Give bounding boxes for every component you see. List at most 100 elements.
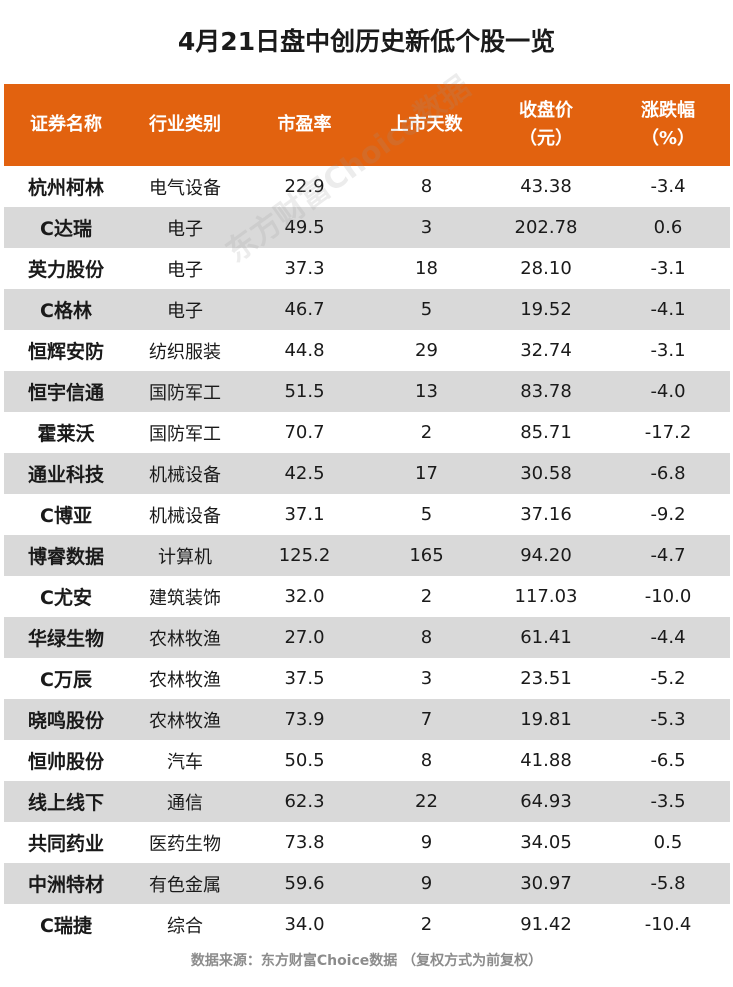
table-row: 恒辉安防 纺织服装 44.8 29 32.74 -3.1 bbox=[4, 330, 730, 371]
cell-industry: 汽车 bbox=[128, 740, 242, 781]
cell-change: -4.0 bbox=[606, 371, 730, 412]
cell-industry: 国防军工 bbox=[128, 412, 242, 453]
cell-change: -5.2 bbox=[606, 658, 730, 699]
table-row: 线上线下 通信 62.3 22 64.93 -3.5 bbox=[4, 781, 730, 822]
cell-industry: 有色金属 bbox=[128, 863, 242, 904]
cell-industry: 医药生物 bbox=[128, 822, 242, 863]
cell-industry: 通信 bbox=[128, 781, 242, 822]
table-header-row: 证券名称 行业类别 市盈率 上市天数 收盘价 （元） 涨跌幅 （%） bbox=[4, 84, 730, 166]
cell-name: 博睿数据 bbox=[4, 535, 128, 576]
cell-industry: 机械设备 bbox=[128, 453, 242, 494]
table-row: 恒帅股份 汽车 50.5 8 41.88 -6.5 bbox=[4, 740, 730, 781]
stock-table: 证券名称 行业类别 市盈率 上市天数 收盘价 （元） 涨跌幅 （%） 杭州柯林电… bbox=[4, 84, 730, 945]
table-row: C万辰 农林牧渔 37.5 3 23.51 -5.2 bbox=[4, 658, 730, 699]
cell-change: -3.1 bbox=[606, 330, 730, 371]
cell-change: -4.1 bbox=[606, 289, 730, 330]
cell-close: 117.03 bbox=[486, 576, 606, 617]
cell-name: C瑞捷 bbox=[4, 904, 128, 945]
cell-change: -3.5 bbox=[606, 781, 730, 822]
cell-name: 英力股份 bbox=[4, 248, 128, 289]
cell-pe: 70.7 bbox=[242, 412, 367, 453]
cell-name: 共同药业 bbox=[4, 822, 128, 863]
cell-days: 8 bbox=[367, 166, 486, 207]
table-row: 杭州柯林 电气设备 22.9 8 43.38 -3.4 bbox=[4, 166, 730, 207]
table-row: C博亚 机械设备 37.1 5 37.16 -9.2 bbox=[4, 494, 730, 535]
cell-change: 0.6 bbox=[606, 207, 730, 248]
header-industry: 行业类别 bbox=[128, 84, 242, 166]
cell-industry: 计算机 bbox=[128, 535, 242, 576]
table-row: 英力股份 电子 37.3 18 28.10 -3.1 bbox=[4, 248, 730, 289]
cell-days: 165 bbox=[367, 535, 486, 576]
cell-pe: 42.5 bbox=[242, 453, 367, 494]
header-close-line2: （元） bbox=[519, 128, 573, 149]
cell-industry: 纺织服装 bbox=[128, 330, 242, 371]
cell-name: C达瑞 bbox=[4, 207, 128, 248]
cell-close: 64.93 bbox=[486, 781, 606, 822]
cell-pe: 37.3 bbox=[242, 248, 367, 289]
cell-pe: 37.5 bbox=[242, 658, 367, 699]
cell-pe: 73.8 bbox=[242, 822, 367, 863]
cell-days: 8 bbox=[367, 740, 486, 781]
cell-name: C尤安 bbox=[4, 576, 128, 617]
cell-pe: 73.9 bbox=[242, 699, 367, 740]
cell-name: 线上线下 bbox=[4, 781, 128, 822]
table-body: 杭州柯林 电气设备 22.9 8 43.38 -3.4 C达瑞 电子 49.5 3 202.78 0.… bbox=[4, 166, 730, 945]
header-close-line1: 收盘价 bbox=[519, 100, 573, 121]
cell-days: 2 bbox=[367, 576, 486, 617]
cell-pe: 37.1 bbox=[242, 494, 367, 535]
cell-name: C格林 bbox=[4, 289, 128, 330]
cell-days: 3 bbox=[367, 207, 486, 248]
cell-days: 2 bbox=[367, 904, 486, 945]
table-row: C达瑞 电子 49.5 3 202.78 0.6 bbox=[4, 207, 730, 248]
cell-pe: 27.0 bbox=[242, 617, 367, 658]
page-title: 4月21日盘中创历史新低个股一览 bbox=[177, 27, 556, 56]
cell-close: 23.51 bbox=[486, 658, 606, 699]
cell-change: -9.2 bbox=[606, 494, 730, 535]
source-note: 数据来源：东方财富Choice数据 （复权方式为前复权） bbox=[190, 953, 543, 969]
cell-industry: 农林牧渔 bbox=[128, 617, 242, 658]
cell-days: 2 bbox=[367, 412, 486, 453]
table-row: 晓鸣股份 农林牧渔 73.9 7 19.81 -5.3 bbox=[4, 699, 730, 740]
cell-industry: 电子 bbox=[128, 248, 242, 289]
cell-name: C博亚 bbox=[4, 494, 128, 535]
cell-days: 7 bbox=[367, 699, 486, 740]
cell-days: 18 bbox=[367, 248, 486, 289]
cell-pe: 22.9 bbox=[242, 166, 367, 207]
header-name: 证券名称 bbox=[4, 84, 128, 166]
cell-days: 17 bbox=[367, 453, 486, 494]
cell-close: 43.38 bbox=[486, 166, 606, 207]
cell-pe: 62.3 bbox=[242, 781, 367, 822]
cell-industry: 电子 bbox=[128, 207, 242, 248]
cell-days: 13 bbox=[367, 371, 486, 412]
cell-industry: 综合 bbox=[128, 904, 242, 945]
cell-name: 通业科技 bbox=[4, 453, 128, 494]
table-row: C尤安 建筑装饰 32.0 2 117.03 -10.0 bbox=[4, 576, 730, 617]
cell-change: -10.4 bbox=[606, 904, 730, 945]
cell-change: -10.0 bbox=[606, 576, 730, 617]
cell-pe: 32.0 bbox=[242, 576, 367, 617]
cell-name: 华绿生物 bbox=[4, 617, 128, 658]
cell-industry: 农林牧渔 bbox=[128, 658, 242, 699]
table-row: 霍莱沃 国防军工 70.7 2 85.71 -17.2 bbox=[4, 412, 730, 453]
cell-industry: 电气设备 bbox=[128, 166, 242, 207]
cell-close: 30.58 bbox=[486, 453, 606, 494]
cell-days: 9 bbox=[367, 863, 486, 904]
cell-pe: 59.6 bbox=[242, 863, 367, 904]
cell-days: 22 bbox=[367, 781, 486, 822]
cell-name: 恒帅股份 bbox=[4, 740, 128, 781]
header-days: 上市天数 bbox=[367, 84, 486, 166]
header-change: 涨跌幅 （%） bbox=[606, 84, 730, 166]
header-change-line2: （%） bbox=[640, 128, 696, 149]
cell-change: -4.4 bbox=[606, 617, 730, 658]
cell-close: 19.52 bbox=[486, 289, 606, 330]
cell-close: 19.81 bbox=[486, 699, 606, 740]
cell-days: 3 bbox=[367, 658, 486, 699]
cell-change: -6.8 bbox=[606, 453, 730, 494]
cell-name: 恒宇信通 bbox=[4, 371, 128, 412]
cell-change: -5.3 bbox=[606, 699, 730, 740]
cell-close: 85.71 bbox=[486, 412, 606, 453]
cell-pe: 34.0 bbox=[242, 904, 367, 945]
cell-close: 28.10 bbox=[486, 248, 606, 289]
cell-pe: 44.8 bbox=[242, 330, 367, 371]
cell-name: 霍莱沃 bbox=[4, 412, 128, 453]
